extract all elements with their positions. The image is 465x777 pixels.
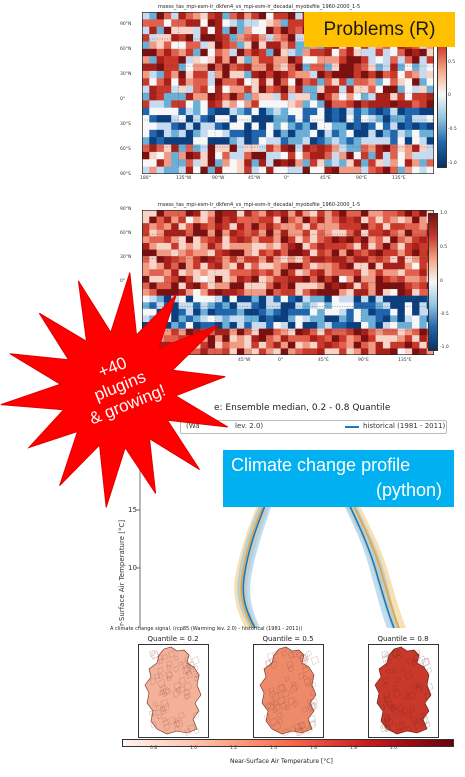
map2-cbar-tick: 1.0 <box>440 211 448 216</box>
map1-cbar-tick: -1.0 <box>448 161 457 166</box>
legend-rcp-label: (Wa <box>186 422 200 430</box>
problems-banner: Problems (R) <box>304 12 455 47</box>
map2-lat-tick: 60°N <box>120 231 132 236</box>
signal-cbar-tick: 0.8 <box>150 746 158 751</box>
legend-rcp-label-2: lev. 2.0) <box>235 422 264 430</box>
legend-historical-swatch <box>345 426 359 428</box>
map1-lat-tick: 90°N <box>120 22 132 27</box>
germany-map-q02 <box>138 644 209 738</box>
map1-cbar-tick: -0.5 <box>448 127 457 132</box>
map1-title: msess_tas_mpi-esm-lr_dkfen4_vs_mpi-esm-l… <box>158 4 361 10</box>
quantile-title-3: Quantile = 0.8 <box>377 635 429 643</box>
map1-lon-tick: 135°E <box>392 176 406 181</box>
map2-lon-tick: 135°E <box>398 358 412 363</box>
profile-legend <box>180 420 447 434</box>
map1-lon-tick: 90°W <box>212 176 225 181</box>
map1-lon-tick: 0° <box>284 176 290 181</box>
map2-lon-tick: 0° <box>278 358 284 363</box>
map1-lat-tick: 30°S <box>120 122 131 127</box>
signal-cbar-tick: 1.2 <box>230 746 238 751</box>
starburst: +40 plugins & growing! <box>0 272 229 508</box>
signal-title: A climate change signal. (rcp85 (Warming… <box>110 626 303 632</box>
profile-title: e: Ensemble median, 0.2 - 0.8 Quantile <box>214 403 391 413</box>
signal-cbar-tick: 1.8 <box>350 746 358 751</box>
profile-ytick: 15 <box>128 506 137 514</box>
map2-plot <box>142 210 434 355</box>
legend-historical-label: historical (1981 - 2011) <box>363 422 446 430</box>
map2-lat-tick: 90°N <box>120 207 132 212</box>
map1-lon-tick: 180° <box>140 176 151 181</box>
map2-cbar-tick: 0 <box>440 279 443 284</box>
map1-lat-tick: 30°N <box>120 72 132 77</box>
map2-cbar-tick: 0.5 <box>440 245 448 250</box>
map2-colorbar <box>428 213 438 351</box>
signal-cbar-label: Near-Surface Air Temperature [°C] <box>230 758 333 765</box>
map1-lon-tick: 45°E <box>320 176 331 181</box>
map1-lat-tick: 60°S <box>120 147 131 152</box>
map1-cbar-tick: 0 <box>448 93 451 98</box>
climate-profile-banner: Climate change profile (python) <box>223 450 454 507</box>
map2-title: msess_tas_mpi-esm-lr_dkfen4_vs_mpi-esm-l… <box>158 202 361 208</box>
quantile-title-2: Quantile = 0.5 <box>262 635 314 643</box>
signal-cbar-tick: 2.0 <box>390 746 398 751</box>
climate-profile-line1: Climate change profile <box>231 455 411 475</box>
map1-lon-tick: 90°E <box>356 176 367 181</box>
signal-colorbar <box>122 739 454 747</box>
map2-cbar-tick: -0.5 <box>440 312 449 317</box>
germany-map-q05 <box>253 644 324 738</box>
profile-ylabel: r-Surface Air Temperature [°C] <box>118 519 126 626</box>
climate-profile-line2: (python) <box>375 480 442 500</box>
map1-lat-tick: 60°N <box>120 47 132 52</box>
map2-lon-tick: 45°E <box>318 358 329 363</box>
germany-map-q08 <box>368 644 439 738</box>
map1-lat-tick: 0° <box>120 97 126 102</box>
map2-cbar-tick: -1.0 <box>440 345 449 350</box>
quantile-title-1: Quantile = 0.2 <box>147 635 199 643</box>
map2-lon-tick: 45°W <box>238 358 251 363</box>
map1-lon-tick: 135°W <box>176 176 192 181</box>
signal-cbar-tick: 1.4 <box>270 746 278 751</box>
map2-lat-tick: 30°N <box>120 255 132 260</box>
map1-cbar-tick: 0.5 <box>448 60 456 65</box>
signal-cbar-tick: 1.6 <box>310 746 318 751</box>
signal-cbar-tick: 1.0 <box>190 746 198 751</box>
map2-lat-tick: 0° <box>120 279 126 284</box>
map2-lon-tick: 90°E <box>358 358 369 363</box>
map1-lat-tick: 90°S <box>120 172 131 177</box>
profile-ytick: 10 <box>128 564 137 572</box>
map1-lon-tick: 45°W <box>248 176 261 181</box>
